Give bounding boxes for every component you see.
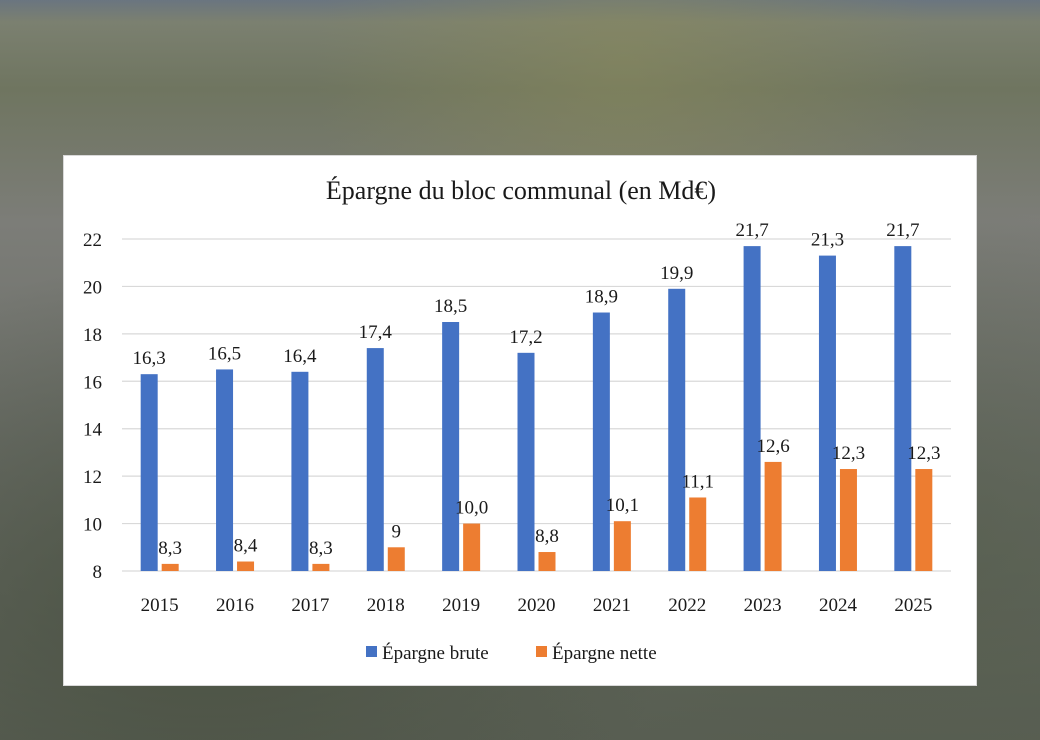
bar-nette [538, 552, 556, 571]
bar-nette [839, 469, 857, 571]
bar-brute [668, 288, 686, 571]
data-label: 21,7 [735, 220, 768, 241]
y-tick-label: 16 [83, 372, 102, 393]
data-label: 19,9 [660, 263, 693, 284]
data-label: 16,3 [133, 348, 166, 369]
data-label: 12,6 [756, 436, 789, 457]
data-label: 10,0 [455, 498, 488, 519]
x-tick-label: 2017 [291, 595, 329, 616]
bar-brute [291, 371, 309, 571]
bar-chart: Épargne du bloc communal (en Md€) 8 10 12 1… [83, 176, 951, 664]
x-tick-label: 2019 [442, 595, 480, 616]
bar-brute [140, 374, 158, 571]
bar-brute [216, 369, 234, 571]
legend-label: Épargne nette [552, 642, 657, 664]
y-tick-label: 22 [83, 230, 102, 251]
data-label: 12,3 [832, 443, 865, 464]
data-label: 16,4 [283, 346, 317, 367]
x-tick-label: 2018 [367, 595, 405, 616]
bar-nette [237, 561, 255, 571]
bar-brute [894, 246, 912, 571]
y-tick-label: 14 [83, 420, 103, 441]
data-label: 18,5 [434, 296, 467, 317]
x-tick-label: 2020 [518, 595, 556, 616]
legend-swatch [536, 646, 547, 657]
bar-brute [743, 246, 761, 571]
x-tick-label: 2025 [894, 595, 932, 616]
data-label: 21,7 [886, 220, 919, 241]
bar-nette [613, 521, 631, 571]
x-tick-label: 2021 [593, 595, 631, 616]
bar-nette [161, 563, 179, 571]
y-tick-label: 20 [83, 277, 102, 298]
data-label: 17,4 [359, 322, 393, 343]
data-label: 17,2 [509, 327, 542, 348]
data-label: 8,8 [535, 526, 559, 547]
data-label: 8,4 [234, 536, 258, 557]
data-label: 8,3 [158, 538, 182, 559]
legend-swatch [366, 646, 377, 657]
x-tick-label: 2023 [744, 595, 782, 616]
legend-label: Épargne brute [382, 642, 489, 664]
bar-brute [592, 312, 610, 571]
x-tick-label: 2016 [216, 595, 254, 616]
bar-brute [442, 322, 460, 571]
x-tick-label: 2024 [819, 595, 858, 616]
data-label: 10,1 [606, 495, 639, 516]
x-tick-label: 2015 [141, 595, 179, 616]
bar-brute [366, 348, 384, 571]
data-label: 9 [392, 521, 402, 542]
y-tick-label: 18 [83, 325, 102, 346]
bar-nette [387, 547, 405, 571]
bar-nette [689, 497, 707, 571]
bar-brute [818, 255, 836, 571]
data-label: 11,1 [681, 471, 714, 492]
data-label: 16,5 [208, 343, 241, 364]
x-tick-label: 2022 [668, 595, 706, 616]
data-label: 18,9 [585, 287, 618, 308]
y-tick-label: 8 [93, 562, 103, 583]
data-label: 8,3 [309, 538, 333, 559]
bar-nette [915, 469, 933, 571]
data-label: 21,3 [811, 230, 844, 251]
bar-brute [517, 352, 535, 571]
y-tick-label: 12 [83, 467, 102, 488]
chart-panel: Épargne du bloc communal (en Md€) 8 10 12 1… [63, 155, 977, 686]
bar-nette [463, 523, 481, 571]
bar-nette [764, 461, 782, 571]
bar-nette [312, 563, 330, 571]
data-label: 12,3 [907, 443, 940, 464]
y-tick-label: 10 [83, 515, 102, 536]
chart-title: Épargne du bloc communal (en Md€) [326, 176, 716, 205]
